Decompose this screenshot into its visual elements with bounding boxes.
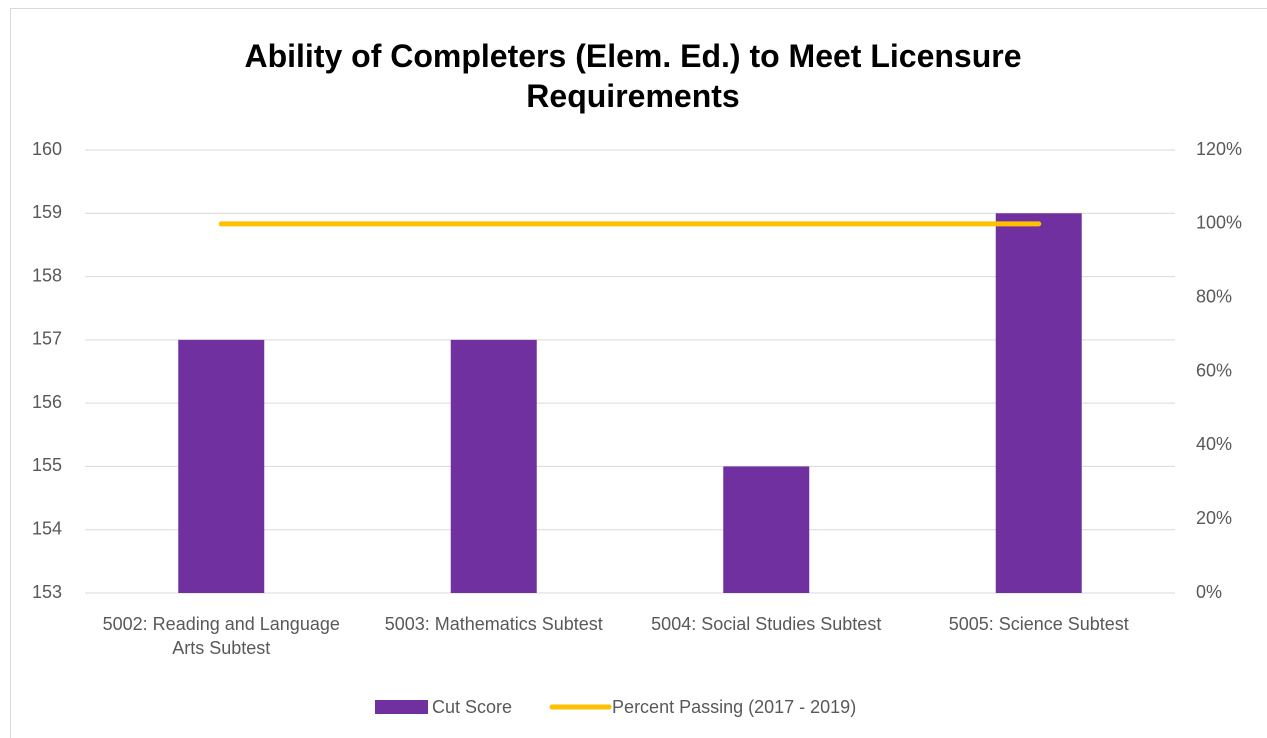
x-tick-label: 5002: Reading and Language Arts Subtest <box>102 614 340 658</box>
chart-title: Ability of Completers (Elem. Ed.) to Mee… <box>244 38 1022 114</box>
y-tick-label: 153 <box>32 582 62 602</box>
x-tick-label: 5005: Science Subtest <box>948 614 1129 634</box>
bar <box>995 213 1082 594</box>
y2-tick-label: 120% <box>1196 139 1242 159</box>
x-tick-label: 5004: Social Studies Subtest <box>651 614 882 634</box>
y-tick-label: 154 <box>32 518 62 538</box>
x-tick-label: 5003: Mathematics Subtest <box>384 614 603 634</box>
y2-tick-label: 0% <box>1196 582 1222 602</box>
y-tick-label: 157 <box>32 329 62 349</box>
bar <box>723 466 810 593</box>
y-tick-label: 158 <box>32 265 62 285</box>
y-tick-label: 159 <box>32 202 62 222</box>
bar <box>450 339 537 593</box>
y-tick-label: 155 <box>32 455 62 475</box>
bar <box>178 339 265 593</box>
y2-tick-label: 40% <box>1196 434 1232 454</box>
y2-tick-label: 60% <box>1196 360 1232 380</box>
y2-tick-label: 20% <box>1196 508 1232 528</box>
legend-swatch <box>375 700 428 714</box>
chart-border <box>10 8 1267 738</box>
y2-tick-label: 100% <box>1196 213 1242 233</box>
y-tick-label: 160 <box>32 139 62 159</box>
y2-tick-label: 80% <box>1196 286 1232 306</box>
legend-label: Cut Score <box>432 697 513 717</box>
legend-label: Percent Passing (2017 - 2019) <box>612 697 857 717</box>
y-tick-label: 156 <box>32 392 62 412</box>
